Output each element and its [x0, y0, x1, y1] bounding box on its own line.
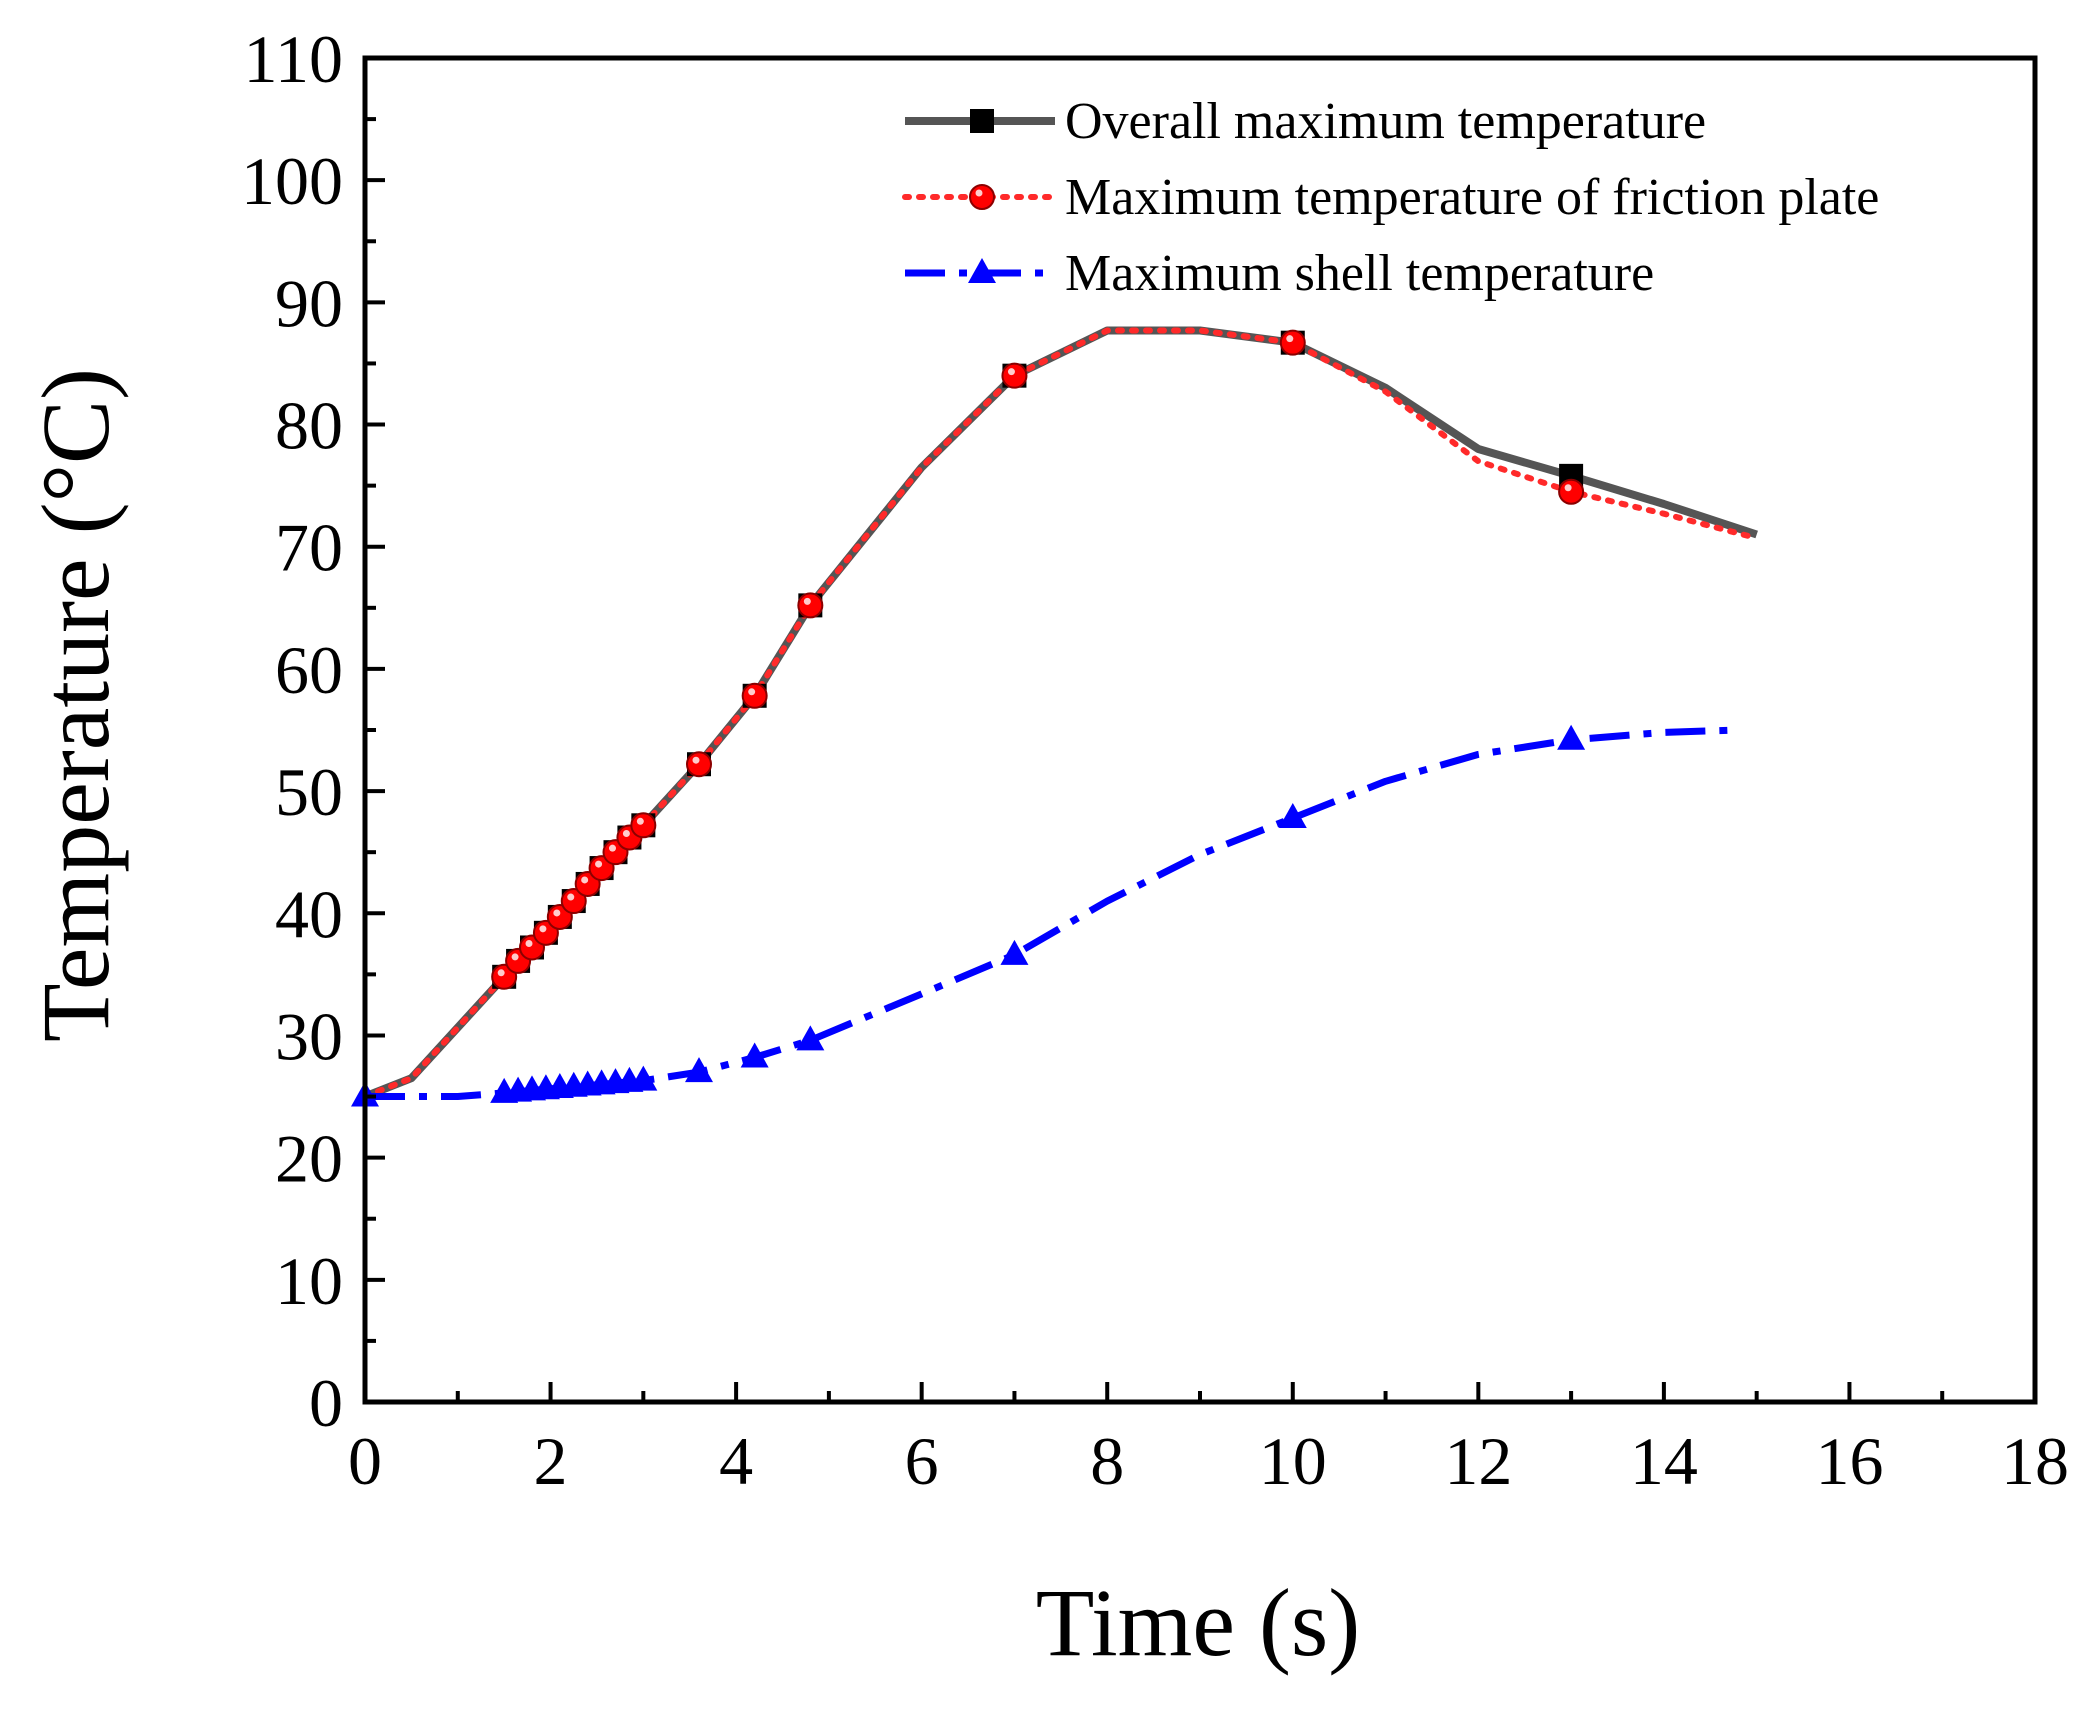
x-tick-label-8: 8 — [1090, 1423, 1124, 1499]
x-axis-title: Time (s) — [1036, 1569, 1361, 1676]
y-tick-label-80: 80 — [275, 388, 343, 464]
series-2-marker-17 — [1558, 478, 1585, 505]
series-3-marker-16 — [1000, 939, 1029, 965]
series-2-marker-14 — [797, 592, 824, 619]
legend-entry-1: Overall maximum temperature — [905, 93, 1706, 150]
series-2-marker-15 — [1001, 362, 1028, 389]
series-line-2 — [362, 327, 1760, 1100]
series-2-marker-12 — [686, 751, 712, 778]
x-tick-label-10: 10 — [1259, 1423, 1327, 1499]
y-tick-label-60: 60 — [275, 632, 343, 708]
series-3-marker-18 — [1557, 724, 1586, 750]
x-tick-label-0: 0 — [348, 1423, 382, 1499]
plot-area — [351, 326, 1760, 1107]
y-tick-label-110: 110 — [244, 21, 343, 97]
series-3-marker-14 — [740, 1042, 769, 1068]
legend-label-1: Overall maximum temperature — [1065, 93, 1706, 150]
y-tick-label-100: 100 — [241, 143, 343, 219]
y-tick-label-90: 90 — [275, 265, 343, 341]
series-2-marker-6 — [560, 888, 587, 915]
x-tick-label-14: 14 — [1630, 1423, 1698, 1499]
y-tick-label-70: 70 — [275, 510, 343, 586]
y-axis-title: Temperature (°C) — [22, 368, 129, 1042]
x-tick-label-18: 18 — [2001, 1423, 2069, 1499]
y-tick-label-50: 50 — [275, 754, 343, 830]
y-tick-label-30: 30 — [275, 998, 343, 1074]
y-tick-label-40: 40 — [275, 876, 343, 952]
x-tick-label-4: 4 — [719, 1423, 753, 1499]
y-tick-label-10: 10 — [275, 1243, 343, 1319]
series-2-marker-13 — [741, 682, 768, 709]
x-tick-label-16: 16 — [1815, 1423, 1883, 1499]
series-3-marker-15 — [796, 1025, 825, 1051]
axes: 0 2 4 6 8 10 12 14 16 18 0 10 20 30 40 50 60 70 80 90 100 110 — [241, 21, 2069, 1499]
legend: Overall maximum temperature Maximum tempe… — [902, 93, 1879, 302]
legend-entry-3: Maximum shell temperature — [905, 245, 1654, 302]
series-line-1 — [363, 326, 1758, 1101]
legend-marker-1 — [970, 109, 994, 133]
legend-marker-2 — [969, 184, 995, 210]
legend-entry-2: Maximum temperature of friction plate — [902, 169, 1879, 226]
legend-marker-3 — [968, 258, 996, 283]
y-tick-label-0: 0 — [309, 1365, 343, 1441]
series-2-marker-11 — [630, 812, 657, 839]
series-3-marker-17 — [1278, 802, 1307, 828]
legend-label-3: Maximum shell temperature — [1065, 245, 1654, 302]
series-2-marker-16 — [1279, 329, 1306, 356]
y-tick-label-20: 20 — [275, 1121, 343, 1197]
legend-label-2: Maximum temperature of friction plate — [1065, 169, 1879, 226]
series-3-marker-13 — [685, 1057, 713, 1083]
x-tick-label-2: 2 — [534, 1423, 568, 1499]
series-3-marker-12 — [629, 1065, 658, 1091]
x-tick-label-12: 12 — [1444, 1423, 1512, 1499]
x-tick-label-6: 6 — [905, 1423, 939, 1499]
